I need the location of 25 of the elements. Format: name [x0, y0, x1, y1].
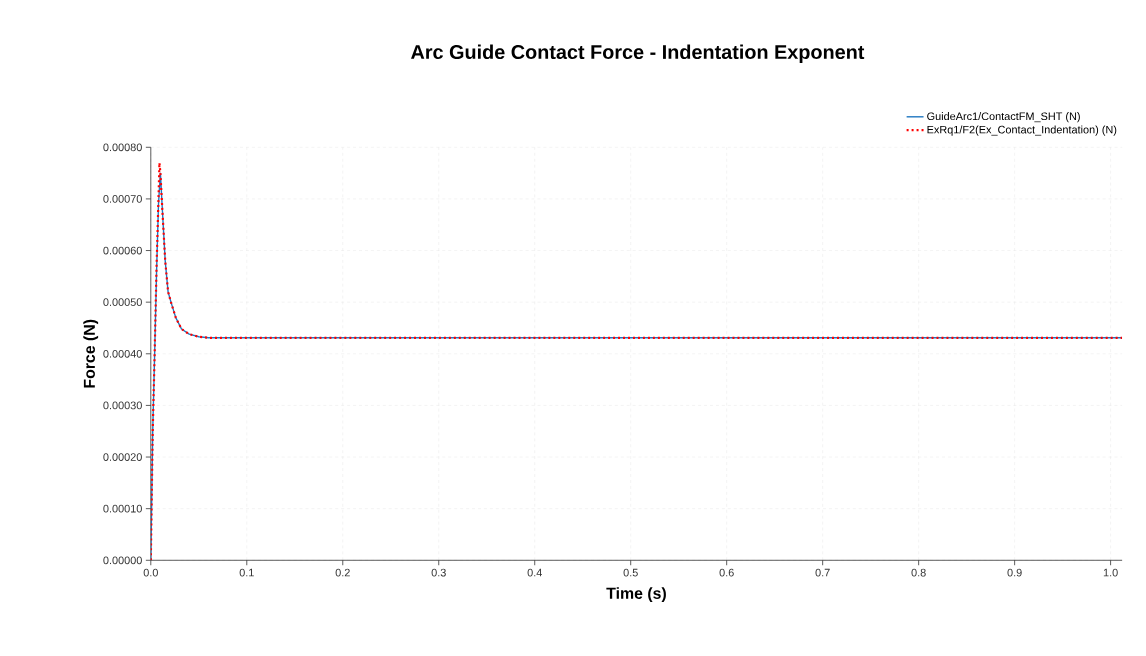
legend-label: GuideArc1/ContactFM_SHT (N) — [927, 112, 1080, 123]
legend-label: ExRq1/F2(Ex_Contact_Indentation) (N) — [927, 125, 1117, 136]
y-tick-label: 0.00070 — [103, 195, 142, 203]
y-tick-label: 0.00030 — [103, 401, 142, 410]
y-tick-label: 0.00080 — [103, 143, 142, 152]
chart-title: Arc Guide Contact Force - Indentation Exponent — [411, 44, 865, 64]
x-tick-label: 0.4 — [527, 568, 542, 577]
y-axis-title: Force (N) — [83, 319, 99, 388]
y-tick-label: 0.00050 — [103, 298, 142, 307]
x-tick-label: 0.9 — [1007, 568, 1022, 577]
x-tick-label: 0.7 — [815, 568, 830, 577]
x-tick-label: 0.1 — [239, 568, 254, 577]
x-tick-label: 0.2 — [335, 568, 350, 577]
y-tick-label: 0.00020 — [103, 453, 142, 461]
x-tick-label: 0.5 — [623, 568, 638, 577]
x-tick-label: 0.6 — [719, 568, 734, 577]
x-tick-label: 0.0 — [143, 568, 158, 577]
y-tick-label: 0.00040 — [103, 350, 142, 358]
y-tick-label: 0.00060 — [103, 246, 142, 255]
x-axis-title: Time (s) — [606, 587, 666, 603]
x-tick-label: 0.8 — [911, 568, 926, 577]
x-tick-label: 1.0 — [1103, 568, 1118, 577]
y-tick-label: 0.00000 — [103, 556, 142, 565]
x-tick-label: 0.3 — [431, 568, 446, 577]
y-tick-label: 0.00010 — [103, 504, 142, 513]
